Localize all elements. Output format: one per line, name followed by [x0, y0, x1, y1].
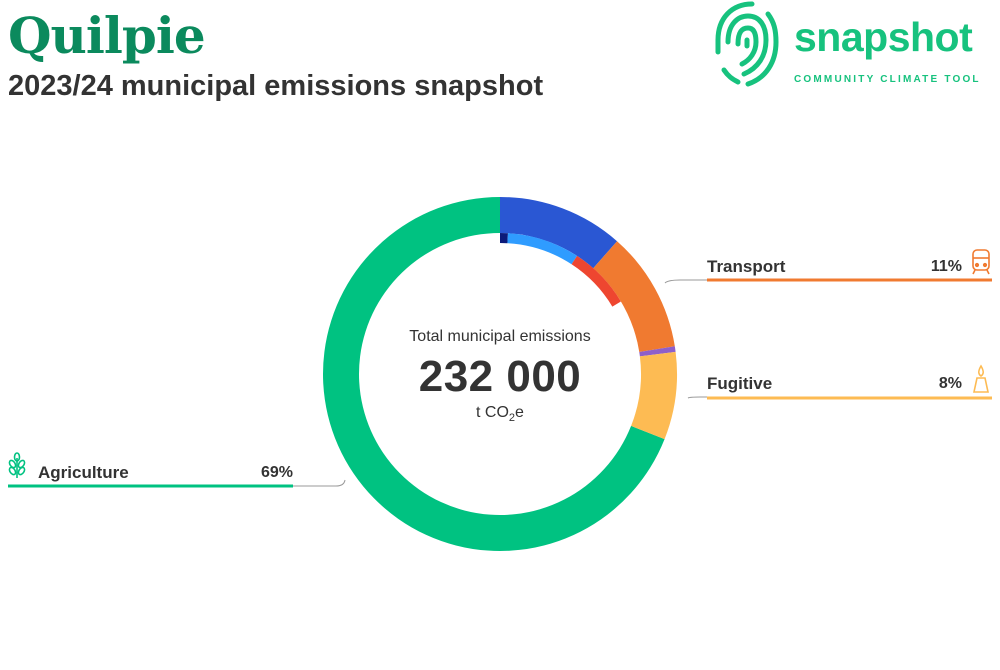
- transport-label: Transport: [707, 257, 786, 276]
- transport-leader-line: [664, 279, 707, 284]
- transport-percent: 11%: [930, 258, 962, 275]
- slice-electricity-dark: [500, 233, 508, 244]
- slice-electricity: [500, 197, 618, 269]
- total-emissions-label: Total municipal emissions: [409, 328, 591, 345]
- slice-other: [639, 346, 676, 357]
- total-emissions-value: 232 000: [418, 352, 582, 401]
- agriculture-leader-line: [293, 479, 346, 487]
- wheat-icon: [8, 452, 26, 478]
- agriculture-percent: 69%: [260, 464, 293, 481]
- fugitive-percent: 8%: [938, 375, 962, 392]
- fugitive-leader-line: [687, 396, 707, 399]
- page-subtitle: 2023/24 municipal emissions snapshot: [8, 70, 544, 102]
- train-icon: [972, 249, 990, 275]
- slice-transport: [593, 241, 675, 352]
- agriculture-label: Agriculture: [38, 463, 129, 482]
- logo-tagline: COMMUNITY CLIMATE TOOL: [794, 74, 981, 85]
- fingerprint-icon: [715, 1, 779, 87]
- slice-transport-red: [571, 255, 621, 307]
- outer-ring: [323, 197, 677, 551]
- snapshot-logo[interactable]: snapshot COMMUNITY CLIMATE TOOL: [712, 0, 1000, 90]
- slice-fugitive: [631, 351, 677, 440]
- logo-wordmark: snapshot: [794, 14, 973, 60]
- gas-flare-icon: [973, 364, 989, 393]
- total-emissions-unit: t CO2e: [476, 404, 524, 425]
- inner-ring: [500, 233, 621, 307]
- fugitive-label: Fugitive: [707, 374, 773, 393]
- slice-electricity-light: [507, 233, 578, 265]
- page-title: Quilpie: [8, 6, 206, 65]
